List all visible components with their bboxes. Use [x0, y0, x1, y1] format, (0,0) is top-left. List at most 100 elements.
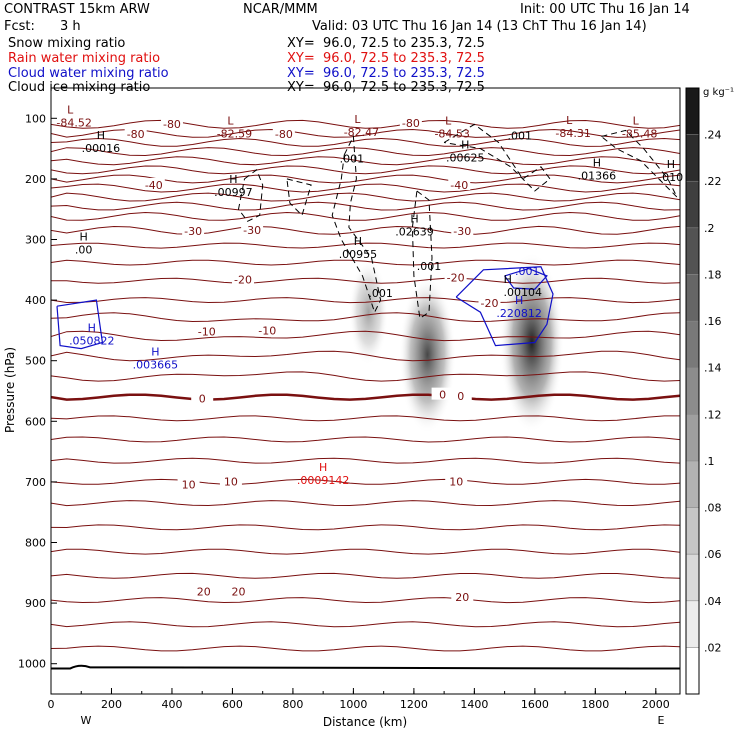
snow-high-marker: H — [667, 158, 675, 171]
cloud-water-contour — [455, 266, 554, 347]
x-tick-label: 1400 — [460, 698, 488, 711]
isotherm-label-bg — [431, 387, 454, 400]
low-value: -84.53 — [434, 127, 469, 140]
valid-time: Valid: 03 UTC Thu 16 Jan 14 (13 ChT Thu … — [312, 19, 647, 34]
colorbar-tick-label: .16 — [704, 315, 722, 328]
shaded-maximum — [348, 259, 389, 366]
cloud-water-high-marker: H — [88, 321, 96, 334]
isotherm-label: 0 — [439, 389, 446, 402]
colorbar-unit: g kg⁻¹ — [703, 87, 734, 98]
snow-contour — [411, 190, 433, 320]
isotherm-line — [51, 277, 680, 284]
colorbar-segment — [685, 460, 700, 508]
isotherm-line — [51, 371, 680, 382]
legend-snow-xy: XY= 96.0, 72.5 to 235.3, 72.5 — [287, 36, 485, 51]
colorbar-segment — [685, 134, 700, 182]
colorbar-segment — [685, 227, 700, 275]
isotherm-label: -80 — [127, 128, 145, 141]
isotherm-line — [51, 242, 680, 249]
x-tick-label: 800 — [282, 698, 303, 711]
snow-contour-label: .001 — [368, 287, 393, 300]
colorbar-tick-label: .06 — [704, 548, 722, 561]
y-axis-title: Pressure (hPa) — [3, 347, 17, 433]
isotherm-label: -30 — [243, 224, 261, 237]
colorbar-tick-label: .04 — [704, 595, 722, 608]
isotherm-label-bg — [256, 323, 279, 336]
isotherm-label-bg — [232, 272, 255, 285]
isotherm-label: -20 — [234, 273, 252, 286]
cloud-water-contour — [504, 267, 548, 290]
isotherm-line — [51, 211, 680, 221]
isotherm-line — [51, 312, 680, 323]
isotherm-label: -10 — [258, 324, 276, 337]
colorbar-tick-label: .22 — [704, 175, 722, 188]
snow-high-value: .02639 — [395, 225, 434, 238]
isotherm-label-bg — [445, 474, 468, 487]
snow-high-value: .00 — [75, 244, 93, 257]
cloud-water-contour — [56, 299, 104, 350]
cloud-water-value: .050822 — [69, 334, 115, 347]
plot-frame — [50, 87, 681, 695]
cloud-water-value: .220812 — [496, 307, 542, 320]
snow-contour — [331, 134, 382, 314]
isotherm-line — [51, 225, 680, 235]
colorbar-segment — [685, 180, 700, 229]
model-title: CONTRAST 15km ARW — [4, 2, 150, 17]
isotherm-line — [51, 147, 680, 157]
isotherm-label-bg — [192, 584, 215, 597]
isotherm-label-bg — [177, 477, 200, 490]
colorbar-segment — [685, 600, 700, 648]
isotherm-line — [51, 436, 680, 443]
isotherm-line — [51, 500, 680, 507]
isotherm-label-bg — [451, 224, 474, 237]
x-tick-label: 1800 — [581, 698, 609, 711]
legend-cloud-water-xy: XY= 96.0, 72.5 to 235.3, 72.5 — [287, 66, 485, 81]
legend-cloud-water: Cloud water mixing ratio — [8, 66, 169, 81]
isotherm-label-bg — [195, 324, 218, 337]
y-tick-label: 1000 — [18, 658, 46, 671]
y-tick-label: 100 — [25, 112, 46, 125]
y-tick-label: 600 — [25, 415, 46, 428]
isotherm-label: 10 — [449, 475, 463, 488]
colorbar-tick-label: .24 — [704, 129, 722, 142]
snow-high-marker: H — [80, 231, 88, 244]
isotherm-label: -20 — [447, 272, 465, 285]
snow-contour — [601, 129, 678, 198]
isotherm-line — [51, 393, 680, 401]
isotherm-label-bg — [478, 296, 501, 309]
colorbar-frame — [685, 87, 700, 695]
snow-high-marker: H — [97, 129, 105, 142]
isotherm-line — [51, 548, 680, 555]
isotherm-line — [51, 621, 680, 628]
y-tick-label: 900 — [25, 597, 46, 610]
isotherm-label: 20 — [455, 591, 469, 604]
colorbar-tick-label: .08 — [704, 502, 722, 515]
init-time: Init: 00 UTC Thu 16 Jan 14 — [520, 2, 690, 17]
isotherm-label-bg — [444, 270, 467, 283]
cloud-water-value: .003665 — [133, 359, 179, 372]
cloud-ice-high-marker: H — [504, 273, 512, 286]
isotherm-label-bg — [182, 224, 205, 237]
cloud-water-high-marker: H — [515, 294, 523, 307]
isotherm-label-bg — [241, 222, 264, 235]
low-marker: L — [566, 114, 573, 127]
west-label: W — [81, 714, 92, 727]
isotherm-label: -40 — [450, 179, 468, 192]
y-tick-label: 400 — [25, 294, 46, 307]
isotherm-line — [51, 192, 680, 202]
east-label: E — [658, 714, 665, 727]
isotherm-label-bg — [399, 116, 422, 129]
snow-high-value: .00016 — [82, 142, 121, 155]
legend-snow: Snow mixing ratio — [8, 36, 126, 51]
snow-high-marker: H — [410, 212, 418, 225]
snow-contour-label: .001 — [507, 130, 532, 143]
isotherm-line — [51, 597, 680, 604]
isotherm-label: -80 — [402, 117, 420, 130]
snow-high-marker: H — [593, 157, 601, 170]
y-tick-label: 800 — [25, 537, 46, 550]
rain-high-value: .0009142 — [297, 474, 350, 487]
isotherm-label-bg — [448, 177, 471, 190]
isotherm-label: 10 — [182, 478, 196, 491]
x-tick-label: 200 — [101, 698, 122, 711]
